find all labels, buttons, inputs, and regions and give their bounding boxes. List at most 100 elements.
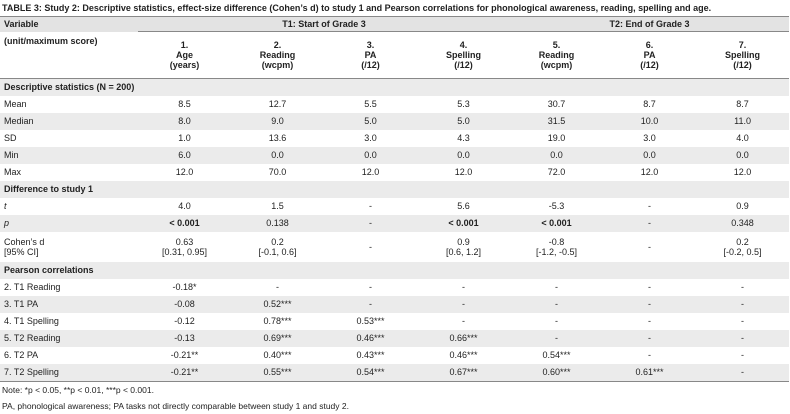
cell: 12.7 (268, 99, 287, 109)
cell-line: [-0.1, 0.6] (258, 246, 297, 257)
cell: 4.0 (736, 133, 749, 143)
cell: - (648, 316, 652, 326)
cell-line: Spelling (446, 49, 482, 60)
data-row: 3. T1 PA -0.08 0.52*** - - - - - (0, 295, 790, 313)
data-row: Max 12.0 70.0 12.0 12.0 72.0 12.0 12.0 (0, 164, 789, 181)
cell-line: PA (643, 49, 656, 60)
cell-line: Age (175, 49, 193, 60)
cell-line: 0.9 (457, 236, 470, 247)
cell-line: [-1.2, -0.5] (536, 246, 578, 257)
row-label: SD (4, 133, 17, 143)
cell: 0.67*** (417, 363, 511, 382)
cell: - (324, 295, 417, 313)
cell: 0.52*** (231, 295, 324, 313)
cell-line: -0.8 (548, 236, 565, 247)
cell: - (324, 232, 417, 262)
cell-line: (/12) (640, 59, 659, 70)
data-row: 7. T2 Spelling -0.21** 0.55*** 0.54*** 0.67*… (0, 363, 790, 382)
cell: - (696, 329, 790, 347)
data-row: t 4.0 1.5 - 5.6 -5.3 - 0.9 (0, 198, 789, 215)
cell: 8.0 (138, 112, 231, 130)
data-row: 5. T2 Reading -0.13 0.69*** 0.46*** 0.66*** -… (0, 329, 790, 347)
cell-line: 6. (645, 39, 654, 50)
cell: 12.0 (361, 167, 380, 177)
cell: 0.138 (231, 214, 324, 232)
cell: - (462, 282, 466, 292)
cell: - (462, 316, 466, 326)
cell: 0.0 (231, 146, 324, 164)
row-label: Mean (4, 99, 27, 109)
cell: - (741, 316, 745, 326)
cell: 19.0 (547, 133, 566, 143)
row-label: 3. T1 PA (0, 295, 138, 313)
cell: 0.9 (736, 201, 749, 211)
note: Note: *p < 0.05, **p < 0.01, ***p < 0.00… (2, 384, 154, 395)
cell: 30.7 (547, 99, 566, 109)
cell: 12.0 (733, 167, 752, 177)
cell-line: 5. (552, 39, 561, 50)
row-label: Min (0, 146, 138, 164)
cell: - (741, 282, 745, 292)
column-header-row: (unit/maximum score) 1. Age (years) 2. Readi… (0, 31, 790, 79)
cell: -0.13 (138, 329, 231, 347)
cell: 5.0 (417, 112, 511, 130)
cell: - (603, 295, 697, 313)
section-row: Descriptive statistics (N = 200) (0, 78, 790, 96)
data-row: SD 1.0 13.6 3.0 4.3 19.0 3.0 4.0 (0, 130, 789, 147)
cell: -0.08 (138, 295, 231, 313)
cell: -0.8 [-1.2, -0.5] (510, 232, 603, 262)
row-label: 5. T2 Reading (0, 329, 138, 347)
data-row: Min 6.0 0.0 0.0 0.0 0.0 0.0 0.0 (0, 146, 790, 164)
row-label: p (0, 214, 138, 232)
cell: 4.3 (457, 133, 470, 143)
cell-line: 0.63 (175, 236, 194, 247)
data-row: p < 0.001 0.138- < 0.001 < 0.001-0.348 (0, 214, 790, 232)
cell: - (648, 201, 652, 211)
cell: -0.12 (174, 316, 195, 326)
cell-line: 1. (180, 39, 189, 50)
cell-line: 4. (459, 39, 468, 50)
data-row: 2. T1 Reading -0.18* - - - - - - (0, 279, 789, 296)
data-row: Mean 8.5 12.7 5.5 5.3 30.7 8.7 8.7 (0, 96, 789, 113)
cell-line: (/12) (733, 59, 752, 70)
cell: 0.0 (696, 146, 790, 164)
cell: 3.0 (364, 133, 377, 143)
column-header: 7. Spelling (/12) (696, 31, 790, 79)
data-row: 4. T1 Spelling -0.12 0.78*** 0.53*** - - - - (0, 313, 789, 330)
column-header: 3. PA (/12) (324, 31, 417, 79)
notes: Note: *p < 0.05, **p < 0.01, ***p < 0.00… (0, 382, 790, 414)
cell: 72.0 (547, 167, 566, 177)
cell-line: PA (364, 49, 377, 60)
cell: 6.0 (138, 146, 231, 164)
section-row: Pearson correlations (0, 261, 790, 279)
cell: 1.5 (271, 201, 284, 211)
cell-line: 0.2 (736, 236, 749, 247)
cell: 0.55*** (231, 363, 324, 382)
cell: - (603, 214, 697, 232)
cell: 5.6 (457, 201, 470, 211)
cell: 0.54*** (324, 363, 417, 382)
column-header: 4. Spelling (/12) (417, 31, 511, 79)
group-row: Variable T1: Start of Grade 3 T2: End of… (0, 16, 790, 32)
table: Variable T1: Start of Grade 3 T2: End of… (0, 16, 790, 382)
column-header: 6. PA (/12) (603, 31, 697, 79)
cell-line: Spelling (725, 49, 761, 60)
data-row: Cohen’s d [95% CI] 0.63 [0.31, 0.95] 0.2 [-0.… (0, 232, 789, 262)
cell-line: [-0.2, 0.5] (723, 246, 762, 257)
cell: - (648, 350, 652, 360)
cell: 8.7 (643, 99, 656, 109)
cell-line: Reading (538, 49, 575, 60)
cell: - (276, 282, 279, 292)
cell-line: [0.6, 1.2] (446, 246, 482, 257)
cell: 0.46*** (324, 329, 417, 347)
cell: 0.46*** (449, 350, 478, 360)
cell: 0.348 (696, 214, 790, 232)
column-header: 5. Reading (wcpm) (510, 31, 604, 79)
cell: 1.0 (178, 133, 191, 143)
note: PA, phonological awareness; PA tasks not… (2, 400, 349, 411)
cell: 3.0 (643, 133, 656, 143)
row-label: Cohen’s d [95% CI] (0, 232, 138, 262)
cell-line: [0.31, 0.95] (161, 246, 208, 257)
cell-line: (/12) (454, 59, 473, 70)
data-row: 6. T2 PA -0.21** 0.40*** 0.43*** 0.46*** 0.54… (0, 347, 789, 364)
